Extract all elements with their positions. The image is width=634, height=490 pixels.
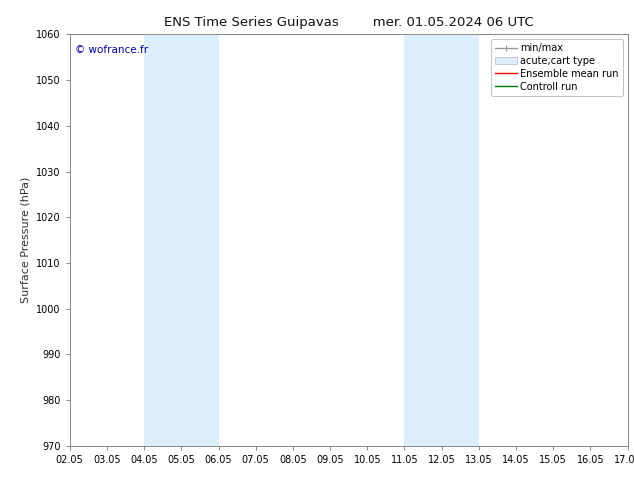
Legend: min/max, acute;cart type, Ensemble mean run, Controll run: min/max, acute;cart type, Ensemble mean … (491, 39, 623, 96)
Y-axis label: Surface Pressure (hPa): Surface Pressure (hPa) (20, 177, 30, 303)
Text: © wofrance.fr: © wofrance.fr (75, 45, 148, 54)
Title: ENS Time Series Guipavas        mer. 01.05.2024 06 UTC: ENS Time Series Guipavas mer. 01.05.2024… (164, 16, 534, 29)
Bar (144, 34, 219, 446)
Bar (404, 34, 479, 446)
